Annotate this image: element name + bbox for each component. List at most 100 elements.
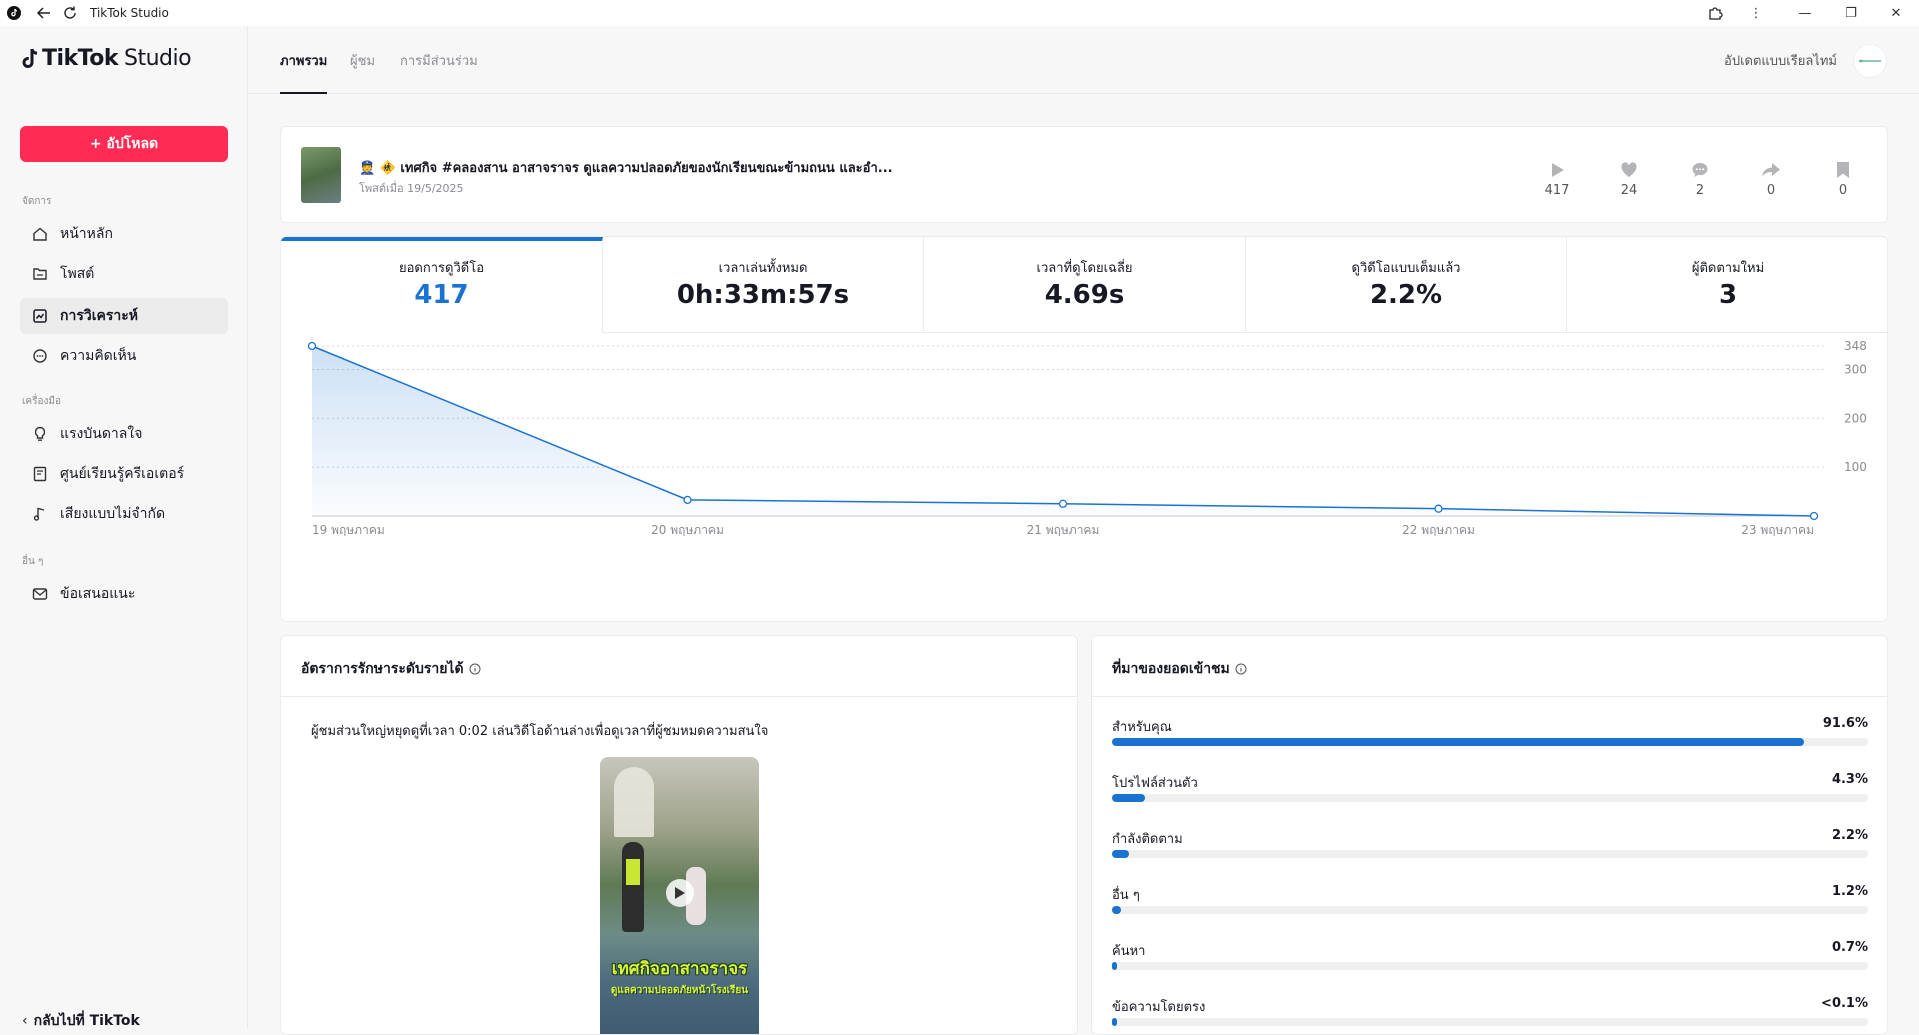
back-arrow-icon[interactable] [36, 5, 52, 21]
minimize-icon[interactable]: — [1798, 5, 1812, 21]
video-caption-main: เทศกิจอาสาจราจร [611, 959, 748, 979]
chart-data-point [683, 495, 692, 505]
sidebar-item-label: การวิเคราะห์ [60, 308, 138, 324]
tiktok-studio-logo[interactable]: TikTok Studio [20, 46, 192, 71]
info-icon[interactable] [469, 663, 481, 675]
traffic-source-row: ข้อความโดยตรง <0.1% [1112, 996, 1868, 1026]
traffic-source-bar-fill [1112, 738, 1805, 746]
chart-y-tick-label: 100 [1844, 460, 1867, 474]
traffic-source-bar-fill [1112, 906, 1122, 914]
realtime-update-label[interactable]: อัปเดตแบบเรียลไทม์ [1724, 54, 1837, 69]
stat-likes: 24 [1609, 161, 1649, 198]
traffic-source-name: กำลังติดตาม [1112, 832, 1183, 847]
metric-value: 0h:33m:57s [676, 280, 850, 310]
sidebar-item-home[interactable]: หน้าหลัก [20, 216, 228, 252]
metric-new-followers[interactable]: ผู้ติดตามใหม่ 3 [1567, 237, 1887, 333]
metric-full-video-watched[interactable]: ดูวิดีโอแบบเต็มแล้ว 2.2% [1246, 237, 1567, 333]
metrics-chart-card: ยอดการดูวิดีโอ 417 เวลาเล่นทั้งหมด 0h:33… [280, 236, 1888, 622]
sidebar-item-unlimited-sounds[interactable]: เสียงแบบไม่จำกัด [20, 496, 228, 532]
stat-comments: 2 [1680, 161, 1720, 198]
close-icon[interactable]: ✕ [1890, 5, 1902, 21]
traffic-source-percent: 4.3% [1831, 772, 1868, 787]
sidebar-item-posts[interactable]: โพสต์ [20, 256, 228, 292]
sidebar-item-feedback[interactable]: ข้อเสนอแนะ [20, 576, 228, 612]
metric-value: 2.2% [1369, 280, 1443, 310]
retention-card: อัตราการรักษาระดับรายได้ ผู้ชมส่วนใหญ่หย… [280, 635, 1078, 1035]
sidebar-item-comments[interactable]: ความคิดเห็น [20, 338, 228, 374]
post-title: 👮 🚸 เทศกิจ #คลองสาน อาสาจราจร ดูแลความปล… [359, 161, 893, 176]
tiktok-app-icon [6, 5, 22, 21]
metric-label: ดูวิดีโอแบบเต็มแล้ว [1351, 261, 1461, 276]
tab-engagement[interactable]: การมีส่วนร่วม [400, 54, 478, 69]
info-icon[interactable] [1235, 663, 1247, 675]
post-thumbnail[interactable] [301, 147, 341, 203]
more-menu-icon[interactable]: ⋮ [1749, 5, 1763, 21]
metric-value: 3 [1718, 280, 1738, 310]
traffic-source-row: สำหรับคุณ 91.6% [1112, 716, 1868, 746]
extension-icon[interactable] [1692, 0, 1738, 26]
stat-shares: 0 [1751, 161, 1791, 198]
sidebar-item-creator-academy[interactable]: ศูนย์เรียนรู้ครีเอเตอร์ [20, 456, 228, 492]
retention-video-player[interactable]: เทศกิจอาสาจราจร ดูแลความปลอดภัยหน้าโรงเร… [600, 757, 759, 1034]
tab-viewers[interactable]: ผู้ชม [350, 54, 376, 69]
play-icon [1552, 163, 1564, 177]
refresh-icon[interactable] [62, 5, 78, 21]
metric-video-views[interactable]: ยอดการดูวิดีโอ 417 [281, 237, 603, 333]
window-titlebar: TikTok Studio ⋮ — ❐ ✕ [0, 0, 1919, 26]
tab-overview[interactable]: ภาพรวม [280, 54, 328, 69]
sidebar-item-analytics[interactable]: การวิเคราะห์ [20, 298, 228, 334]
back-to-tiktok-link[interactable]: ‹ กลับไปที่ TikTok [22, 1010, 140, 1032]
logo-text: TikTok [42, 46, 119, 71]
metric-value: 4.69s [1044, 280, 1125, 310]
sidebar-item-label: โพสต์ [60, 266, 95, 282]
sidebar-item-label: แรงบันดาลใจ [60, 426, 143, 442]
retention-description: ผู้ชมส่วนใหญ่หยุดดูที่เวลา 0:02 เล่นวิดี… [311, 724, 769, 739]
sidebar-item-label: ความคิดเห็น [60, 348, 137, 364]
chart-data-point [1809, 511, 1819, 521]
active-tab-indicator [280, 92, 327, 94]
chart-x-tick-label: 19 พฤษภาคม [312, 523, 385, 537]
metric-value: 417 [414, 280, 469, 310]
section-label-other: อื่น ๆ [22, 556, 44, 567]
sidebar-item-label: ศูนย์เรียนรู้ครีเอเตอร์ [60, 466, 185, 482]
home-icon [33, 227, 47, 241]
top-navigation: ภาพรวม ผู้ชม การมีส่วนร่วม อัปเดตแบบเรีย… [248, 26, 1919, 94]
window-title: TikTok Studio [90, 6, 169, 20]
post-summary-card: 👮 🚸 เทศกิจ #คลองสาน อาสาจราจร ดูแลความปล… [280, 126, 1888, 223]
sidebar-item-inspiration[interactable]: แรงบันดาลใจ [20, 416, 228, 452]
chart-y-tick-label: 348 [1844, 339, 1867, 353]
traffic-source-name: โปรไฟล์ส่วนตัว [1112, 776, 1198, 791]
sidebar-item-label: หน้าหลัก [60, 226, 113, 242]
traffic-source-bar [1112, 738, 1868, 746]
video-vest [626, 859, 640, 885]
chart-x-tick-label: 22 พฤษภาคม [1402, 523, 1475, 537]
play-icon[interactable] [666, 879, 694, 907]
retention-title-text: อัตราการรักษาระดับรายได้ [301, 661, 464, 677]
chart-data-point [1434, 504, 1443, 513]
avatar[interactable] [1853, 44, 1887, 78]
restore-icon[interactable]: ❐ [1845, 5, 1857, 21]
metric-average-watch-time[interactable]: เวลาที่ดูโดยเฉลี่ย 4.69s [924, 237, 1246, 333]
traffic-source-name: ข้อความโดยตรง [1112, 1000, 1206, 1015]
traffic-source-bar-fill [1112, 794, 1145, 802]
traffic-source-percent: <0.1% [1821, 996, 1868, 1011]
traffic-source-name: สำหรับคุณ [1112, 720, 1172, 735]
chart-y-tick-label: 200 [1844, 411, 1867, 425]
stat-bookmarks-value: 0 [1838, 183, 1848, 198]
traffic-source-name: ค้นหา [1112, 944, 1146, 959]
logo-subtext: Studio [124, 46, 192, 71]
traffic-source-bar [1112, 962, 1868, 970]
chart-x-tick-label: 21 พฤษภาคม [1027, 523, 1100, 537]
share-icon [1762, 163, 1780, 177]
stat-views: 417 [1537, 161, 1577, 198]
traffic-title-text: ที่มาของยอดเข้าชม [1112, 661, 1230, 677]
chart-x-tick-label: 23 พฤษภาคม [1741, 523, 1814, 537]
divider [281, 696, 1077, 697]
lightbulb-icon [34, 426, 46, 441]
metric-label: ยอดการดูวิดีโอ [399, 261, 484, 276]
metric-total-play-time[interactable]: เวลาเล่นทั้งหมด 0h:33m:57s [603, 237, 924, 333]
video-caption-sub: ดูแลความปลอดภัยหน้าโรงเรียน [610, 985, 749, 996]
chevron-left-icon: ‹ [22, 1013, 28, 1029]
music-note-icon [33, 507, 45, 521]
upload-button[interactable]: + อัปโหลด [20, 126, 228, 162]
